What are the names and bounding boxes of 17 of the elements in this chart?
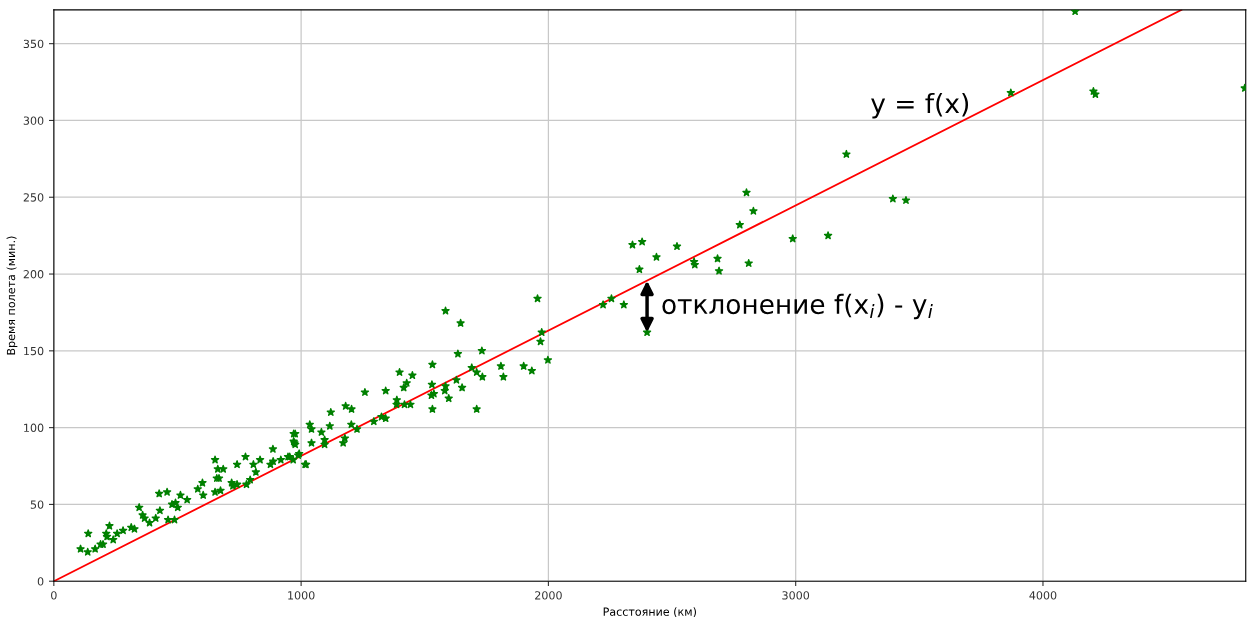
y-tick-label: 200 [23, 270, 44, 279]
y-tick-label: 350 [23, 39, 44, 49]
x-tick-label: 4000 [1029, 591, 1057, 600]
x-axis-title: Расстояние (км) [603, 607, 696, 617]
x-tick-label: 0 [51, 591, 57, 600]
y-tick-label: 100 [24, 423, 44, 433]
annotation: y = f(x) [871, 92, 969, 119]
x-tick-label: 1000 [288, 591, 315, 600]
x-tick-label: 3000 [782, 591, 810, 600]
annotation: отклонение f(x$_{i}$) - y$_{i}$ [662, 293, 933, 320]
y-tick-label: 300 [23, 116, 44, 125]
y-tick-label: 250 [23, 193, 44, 202]
y-tick-label: 150 [24, 346, 44, 356]
y-axis-title: Время полета (мин.) [6, 236, 18, 355]
y-tick-label: 50 [30, 500, 44, 509]
y-tick-label: 0 [37, 577, 44, 586]
x-tick-label: 2000 [535, 591, 562, 600]
